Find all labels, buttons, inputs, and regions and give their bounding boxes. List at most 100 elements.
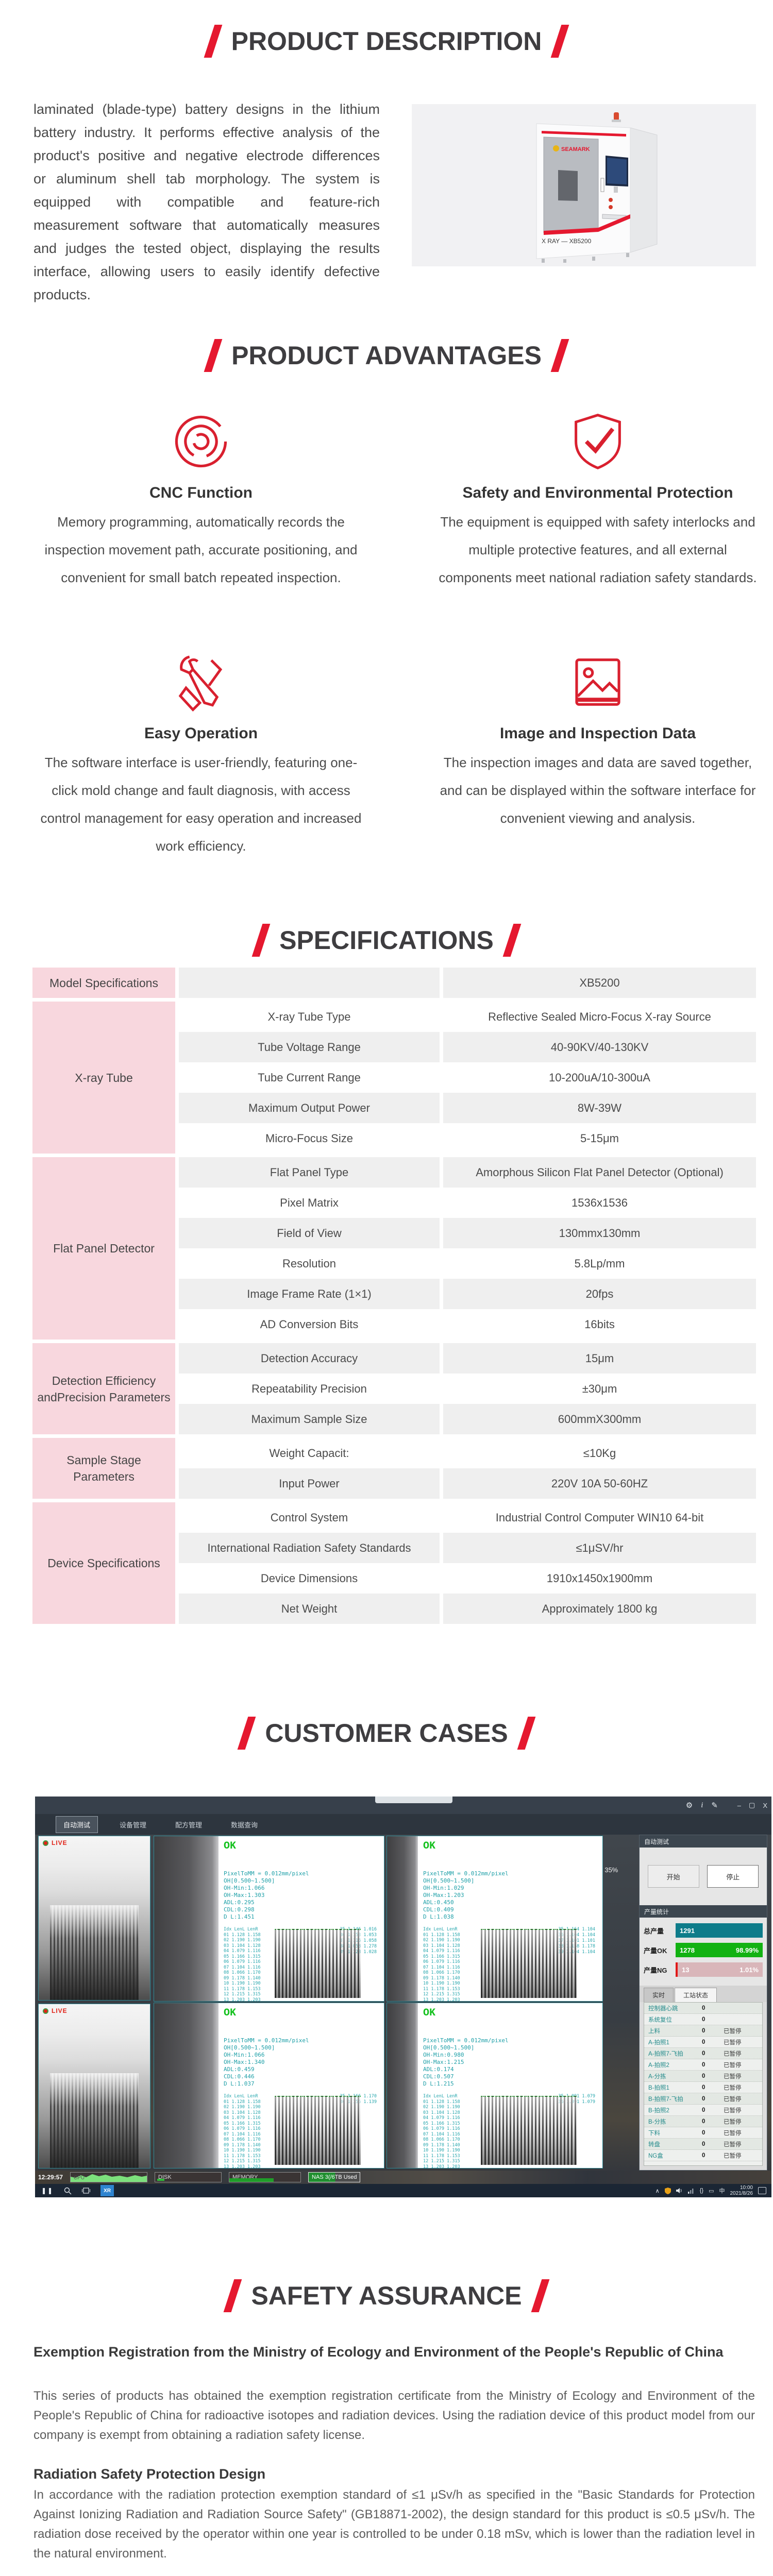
pen-settings-icon[interactable]: {}: [699, 2188, 704, 2194]
spec-attribute: Control System: [179, 1502, 440, 1533]
spec-attribute: Micro-Focus Size: [179, 1123, 440, 1154]
spec-value: Industrial Control Computer WIN10 64-bit: [443, 1502, 756, 1533]
task-view-icon[interactable]: [82, 2187, 91, 2194]
spec-attribute: Field of View: [179, 1218, 440, 1248]
section-heading: CUSTOMER CASES: [265, 1719, 508, 1748]
xray-machine-illustration: SEAMARK X RAY — XB5200: [536, 112, 658, 263]
spec-value: 8W-39W: [443, 1093, 756, 1123]
spec-row: Control System Industrial Control Compute…: [175, 1502, 756, 1533]
spec-group-label: Device Specifications: [32, 1502, 175, 1624]
station-status-row: 上料 0 已暂停: [644, 2025, 762, 2037]
window-drag-handle: [375, 1797, 452, 1803]
stop-button[interactable]: 停止: [707, 1865, 759, 1888]
spec-row: Image Frame Rate (1×1) 20fps: [175, 1279, 756, 1309]
station-status-row: 下料 0 已暂停: [644, 2127, 762, 2139]
auto-test-header: 自动测试: [640, 1835, 767, 1848]
advantage-card: Image and Inspection Data The inspection …: [433, 651, 763, 832]
gear-icon[interactable]: ⚙: [685, 1801, 693, 1810]
spec-attribute: Flat Panel Type: [179, 1157, 440, 1188]
spec-value: 600mmX300mm: [443, 1404, 756, 1434]
stat-row: 总产量 1291: [644, 1923, 763, 1938]
tray-expand-icon[interactable]: ∧: [655, 2188, 660, 2194]
svg-text:SEAMARK: SEAMARK: [561, 146, 590, 152]
taskbar-clock[interactable]: 10:00 2021/8/26: [730, 2185, 753, 2196]
safety-assurance-title: SAFETY ASSURANCE: [0, 2279, 773, 2312]
electrode-xray-image: [480, 2095, 577, 2165]
index-measurements: Idx LenL LenR 01 1.128 1.158 02 1.190 1.…: [423, 2094, 460, 2168]
touch-keyboard-icon[interactable]: ▭: [709, 2188, 714, 2194]
close-button[interactable]: X: [763, 1801, 767, 1809]
image-icon: [568, 651, 627, 714]
ok-status-label: OK: [224, 1840, 237, 1852]
app-tab[interactable]: 数据查询: [231, 1821, 258, 1829]
spec-value: ≤1μSV/hr: [443, 1533, 756, 1563]
pause-icon[interactable]: ❚❚: [41, 2187, 54, 2194]
stat-bar: 13 1.01%: [676, 1962, 763, 1977]
production-stats: 总产量 1291 产量OK 1278 98.99% 产量NG 13 1.01%: [640, 1918, 767, 1986]
station-status-row: A-拍照2 0 已暂停: [644, 2059, 762, 2071]
stat-label: 产量NG: [644, 1966, 667, 1974]
spec-attribute: Image Frame Rate (1×1): [179, 1279, 440, 1309]
pen-icon[interactable]: ✎: [711, 1801, 718, 1810]
spec-attribute: Net Weight: [179, 1594, 440, 1624]
advantage-heading: CNC Function: [149, 484, 253, 501]
station-status-row: B-拍照2 0 已暂停: [644, 2105, 762, 2116]
spec-group: Detection Efficiency andPrecision Parame…: [32, 1343, 756, 1434]
ok-status-label: OK: [423, 1840, 436, 1852]
exemption-heading: Exemption Registration from the Ministry…: [33, 2344, 724, 2360]
section-heading: SAFETY ASSURANCE: [251, 2281, 522, 2310]
red-slash-icon: [550, 339, 569, 372]
app-tab[interactable]: 配方管理: [175, 1821, 203, 1829]
spec-row: X-ray Tube Type Reflective Sealed Micro-F…: [175, 1002, 756, 1032]
cpu-meter: CPU: [70, 2172, 148, 2182]
security-shield-icon[interactable]: [664, 2187, 671, 2194]
station-status-row: B-拍照1 0 已暂停: [644, 2082, 762, 2093]
index-measurements: Idx LenL LenR 01 1.128 1.158 02 1.190 1.…: [224, 2094, 261, 2168]
spec-attribute: Input Power: [179, 1468, 440, 1499]
spec-attribute: Resolution: [179, 1248, 440, 1279]
product-description-title: PRODUCT DESCRIPTION: [0, 25, 773, 58]
advantage-body: The software interface is user-friendly,…: [40, 755, 362, 854]
svg-text:CPU: CPU: [74, 2175, 85, 2181]
stat-bar: 1291: [676, 1923, 763, 1938]
start-button[interactable]: 开始: [647, 1865, 699, 1888]
spec-group: Sample Stage Parameters Weight Capacit: ≤1…: [32, 1438, 756, 1499]
spec-row: Weight Capacit: ≤10Kg: [175, 1438, 756, 1468]
sidebar-tab[interactable]: 工站状态: [675, 1988, 717, 2002]
notification-center-icon[interactable]: [758, 2187, 766, 2194]
ime-indicator[interactable]: 中: [719, 2188, 725, 2194]
battery-silhouette: [387, 1836, 418, 2001]
network-icon[interactable]: [687, 2188, 695, 2194]
maximize-button[interactable]: ▢: [749, 1801, 755, 1809]
electrode-xray-image: [275, 1928, 361, 1998]
svg-text:X RAY — XB5200: X RAY — XB5200: [542, 238, 592, 245]
volume-icon[interactable]: [676, 2188, 683, 2194]
sidebar-tab[interactable]: 实时: [644, 1988, 674, 2002]
advantage-body: The equipment is equipped with safety in…: [439, 514, 757, 585]
spec-group-label: Model Specifications: [32, 968, 175, 998]
station-status-row: NG盒 0 已暂停: [644, 2150, 762, 2161]
inspection-app-taskbar-icon[interactable]: XR: [100, 2185, 114, 2196]
advantage-card: Easy Operation The software interface is …: [36, 651, 366, 860]
index-measurements: Idx LenL LenR 01 1.128 1.158 02 1.190 1.…: [423, 1927, 460, 2001]
spec-row: AD Conversion Bits 16bits: [175, 1309, 756, 1340]
search-icon[interactable]: [64, 2187, 72, 2195]
app-statusbar: 12:29:57 CPU DISK MEMORY NAS 3(/6TB Used: [35, 2171, 771, 2184]
inspection-result-panel: OK PixelToMM = 0.012mm/pixel OH[0.500~1.5…: [154, 2003, 384, 2168]
spec-value: ±30μm: [443, 1374, 756, 1404]
inspection-result-panel: OK PixelToMM = 0.012mm/pixel OH[0.500~1.5…: [386, 1836, 603, 2002]
spec-group: Flat Panel Detector Flat Panel Type Amorph…: [32, 1157, 756, 1340]
spec-value: Approximately 1800 kg: [443, 1594, 756, 1624]
radiation-design-heading: Radiation Safety Protection Design: [33, 2466, 266, 2482]
spec-value: 1536x1536: [443, 1188, 756, 1218]
app-tab[interactable]: 设备管理: [120, 1821, 147, 1829]
battery-silhouette: [387, 2003, 418, 2168]
minimize-button[interactable]: –: [737, 1801, 742, 1809]
spec-row: Maximum Output Power 8W-39W: [175, 1093, 756, 1123]
spec-value: 5.8Lp/mm: [443, 1248, 756, 1279]
info-icon[interactable]: i: [701, 1801, 703, 1809]
spec-attribute: Pixel Matrix: [179, 1188, 440, 1218]
app-tab[interactable]: 自动测试: [56, 1816, 98, 1833]
station-status-list: 控制器心跳 0 系统复位 0 上料 0 已暂停 A-拍照1 0 已暂停 A-拍照7-飞拍 0 已暂停 A-…: [644, 2002, 763, 2166]
live-label: LIVE: [52, 1839, 68, 1846]
